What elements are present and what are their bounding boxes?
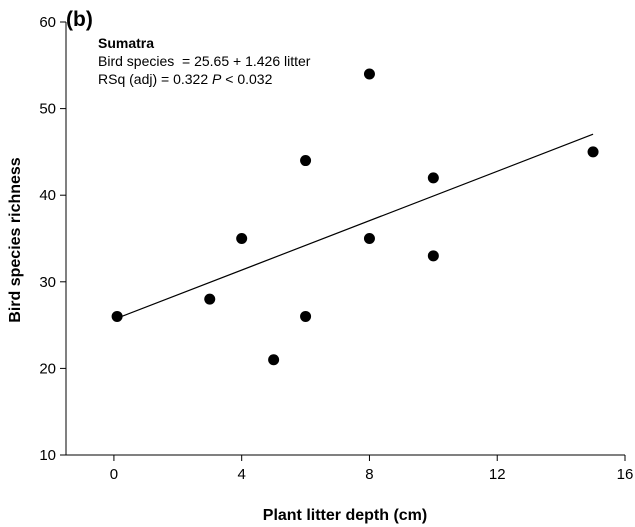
y-tick-label: 60 [39,14,56,31]
stats-prefix: RSq (adj) = 0.322 [98,71,212,87]
x-axis-label: Plant litter depth (cm) [263,507,427,524]
data-point [587,146,599,158]
annotation-stats: RSq (adj) = 0.322 P < 0.032 [98,71,273,87]
y-axis-label: Bird species richness [7,157,24,323]
y-tick-label: 50 [39,101,56,118]
data-point [300,155,312,167]
data-points [111,68,599,366]
data-point [363,233,375,244]
y-tick-label: 40 [39,187,56,204]
y-ticks: 10 20 30 40 50 60 [39,14,66,464]
x-tick-label: 4 [238,466,246,483]
data-point [427,172,439,184]
x-tick-label: 16 [617,466,634,483]
panel-label: (b) [66,8,93,31]
data-point [111,310,123,322]
x-tick-label: 12 [489,466,506,483]
x-tick-label: 8 [365,466,373,483]
data-point [268,354,280,366]
axes [65,22,625,456]
data-point [204,293,216,305]
data-point [236,233,248,244]
stats-suffix: < 0.032 [221,71,272,87]
data-point [300,310,312,322]
data-point [427,250,439,262]
annotation-equation: Bird species = 25.65 + 1.426 litter [98,53,311,69]
regression-line [116,133,594,319]
x-ticks: 0 4 8 12 16 [110,455,634,483]
annotation-title: Sumatra [98,35,154,51]
data-point [363,68,375,80]
y-tick-label: 30 [39,274,56,291]
x-tick-label: 0 [110,466,118,483]
y-tick-label: 10 [39,447,56,464]
stats-p: P [212,71,222,87]
y-tick-label: 20 [39,360,56,377]
